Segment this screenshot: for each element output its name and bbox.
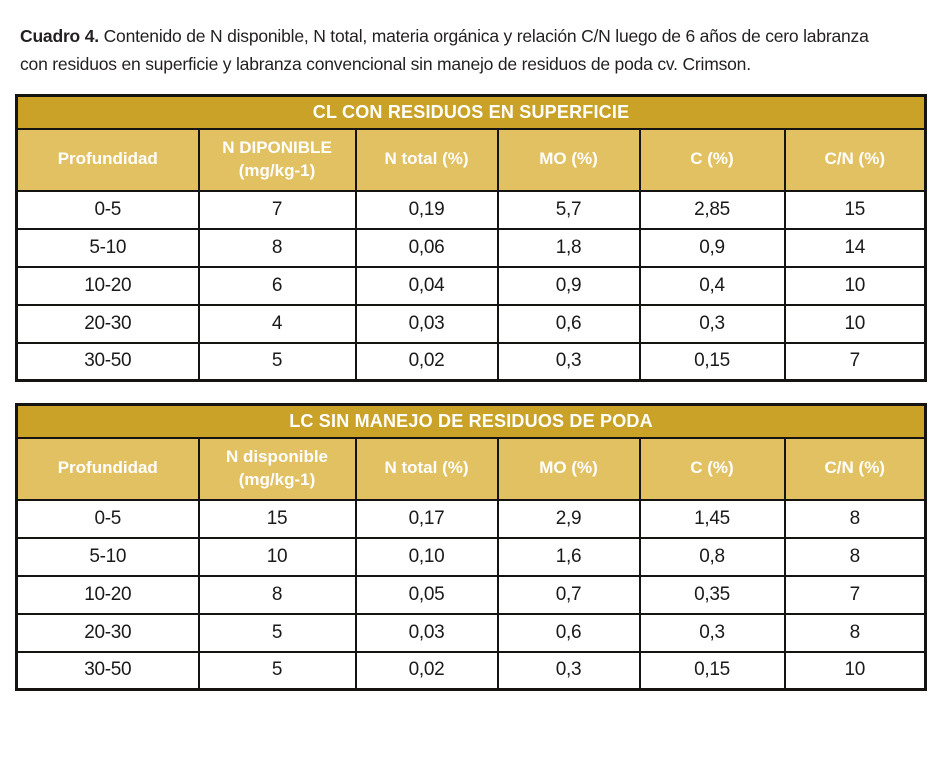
column-header-row: Profundidad N disponible (mg/kg-1) N total… xyxy=(15,436,927,501)
value-cell: 0,9 xyxy=(638,227,786,268)
value-cell: 15 xyxy=(783,189,927,230)
value-cell: 5,7 xyxy=(496,189,641,230)
depth-cell: 10-20 xyxy=(15,265,200,306)
value-cell: 1,45 xyxy=(638,498,786,539)
value-cell: 0,3 xyxy=(638,303,786,344)
value-cell: 10 xyxy=(783,303,927,344)
value-cell: 7 xyxy=(197,189,357,230)
value-cell: 2,9 xyxy=(496,498,641,539)
value-cell: 8 xyxy=(197,227,357,268)
table-body: 0-5 7 0,19 5,7 2,85 15 5-10 8 0,06 1,8 0,9 14 10-20 6… xyxy=(15,189,927,382)
value-cell: 0,15 xyxy=(638,650,786,691)
column-header: N disponible (mg/kg-1) xyxy=(197,436,357,501)
value-cell: 5 xyxy=(197,650,357,691)
value-cell: 0,6 xyxy=(496,303,641,344)
value-cell: 2,85 xyxy=(638,189,786,230)
value-cell: 0,35 xyxy=(638,574,786,615)
value-cell: 8 xyxy=(783,536,927,577)
column-header: N DIPONIBLE (mg/kg-1) xyxy=(197,127,357,192)
depth-cell: 10-20 xyxy=(15,574,200,615)
value-cell: 0,17 xyxy=(354,498,499,539)
value-cell: 1,6 xyxy=(496,536,641,577)
table-lc-sin-manejo-poda: LC SIN MANEJO DE RESIDUOS DE PODA Profun… xyxy=(15,403,928,691)
column-header: N total (%) xyxy=(354,436,499,501)
value-cell: 0,03 xyxy=(354,303,499,344)
table-cl-residuos-superficie: CL CON RESIDUOS EN SUPERFICIE Profundida… xyxy=(15,94,928,382)
column-header: C/N (%) xyxy=(783,127,927,192)
table-row: 30-50 5 0,02 0,3 0,15 10 xyxy=(15,650,927,691)
depth-cell: 5-10 xyxy=(15,227,200,268)
value-cell: 0,04 xyxy=(354,265,499,306)
table-row: 10-20 6 0,04 0,9 0,4 10 xyxy=(15,265,927,306)
column-header: N total (%) xyxy=(354,127,499,192)
column-header: MO (%) xyxy=(496,127,641,192)
document-page: Cuadro 4. Contenido de N disponible, N t… xyxy=(15,22,928,691)
table-row: 20-30 5 0,03 0,6 0,3 8 xyxy=(15,612,927,653)
value-cell: 0,6 xyxy=(496,612,641,653)
value-cell: 14 xyxy=(783,227,927,268)
value-cell: 0,02 xyxy=(354,341,499,382)
value-cell: 10 xyxy=(783,650,927,691)
table-title-row: LC SIN MANEJO DE RESIDUOS DE PODA xyxy=(15,403,927,439)
value-cell: 6 xyxy=(197,265,357,306)
table-row: 0-5 15 0,17 2,9 1,45 8 xyxy=(15,498,927,539)
value-cell: 0,05 xyxy=(354,574,499,615)
value-cell: 0,03 xyxy=(354,612,499,653)
value-cell: 0,3 xyxy=(638,612,786,653)
table-row: 5-10 10 0,10 1,6 0,8 8 xyxy=(15,536,927,577)
caption-label: Cuadro 4. xyxy=(20,26,99,46)
value-cell: 4 xyxy=(197,303,357,344)
value-cell: 8 xyxy=(197,574,357,615)
table-caption: Cuadro 4. Contenido de N disponible, N t… xyxy=(20,22,900,78)
value-cell: 0,7 xyxy=(496,574,641,615)
column-header: C (%) xyxy=(638,127,786,192)
value-cell: 0,3 xyxy=(496,650,641,691)
value-cell: 0,15 xyxy=(638,341,786,382)
value-cell: 0,06 xyxy=(354,227,499,268)
value-cell: 5 xyxy=(197,612,357,653)
depth-cell: 20-30 xyxy=(15,303,200,344)
depth-cell: 0-5 xyxy=(15,498,200,539)
table-title-row: CL CON RESIDUOS EN SUPERFICIE xyxy=(15,94,927,130)
column-header: MO (%) xyxy=(496,436,641,501)
depth-cell: 20-30 xyxy=(15,612,200,653)
value-cell: 1,8 xyxy=(496,227,641,268)
value-cell: 15 xyxy=(197,498,357,539)
depth-cell: 5-10 xyxy=(15,536,200,577)
value-cell: 8 xyxy=(783,612,927,653)
value-cell: 0,3 xyxy=(496,341,641,382)
table-row: 10-20 8 0,05 0,7 0,35 7 xyxy=(15,574,927,615)
table-row: 30-50 5 0,02 0,3 0,15 7 xyxy=(15,341,927,382)
column-header: Profundidad xyxy=(15,127,200,192)
column-header-row: Profundidad N DIPONIBLE (mg/kg-1) N total … xyxy=(15,127,927,192)
value-cell: 5 xyxy=(197,341,357,382)
depth-cell: 30-50 xyxy=(15,650,200,691)
table-body: 0-5 15 0,17 2,9 1,45 8 5-10 10 0,10 1,6 0,8 8 10-20 8… xyxy=(15,498,927,691)
value-cell: 0,19 xyxy=(354,189,499,230)
table-title: LC SIN MANEJO DE RESIDUOS DE PODA xyxy=(15,403,927,439)
value-cell: 10 xyxy=(197,536,357,577)
value-cell: 7 xyxy=(783,341,927,382)
value-cell: 0,9 xyxy=(496,265,641,306)
column-header: Profundidad xyxy=(15,436,200,501)
table-row: 5-10 8 0,06 1,8 0,9 14 xyxy=(15,227,927,268)
caption-text: Contenido de N disponible, N total, mate… xyxy=(20,26,869,74)
value-cell: 8 xyxy=(783,498,927,539)
value-cell: 0,02 xyxy=(354,650,499,691)
table-row: 20-30 4 0,03 0,6 0,3 10 xyxy=(15,303,927,344)
column-header: C (%) xyxy=(638,436,786,501)
table-title: CL CON RESIDUOS EN SUPERFICIE xyxy=(15,94,927,130)
value-cell: 0,8 xyxy=(638,536,786,577)
column-header: C/N (%) xyxy=(783,436,927,501)
value-cell: 0,10 xyxy=(354,536,499,577)
value-cell: 0,4 xyxy=(638,265,786,306)
value-cell: 10 xyxy=(783,265,927,306)
value-cell: 7 xyxy=(783,574,927,615)
table-row: 0-5 7 0,19 5,7 2,85 15 xyxy=(15,189,927,230)
depth-cell: 30-50 xyxy=(15,341,200,382)
depth-cell: 0-5 xyxy=(15,189,200,230)
